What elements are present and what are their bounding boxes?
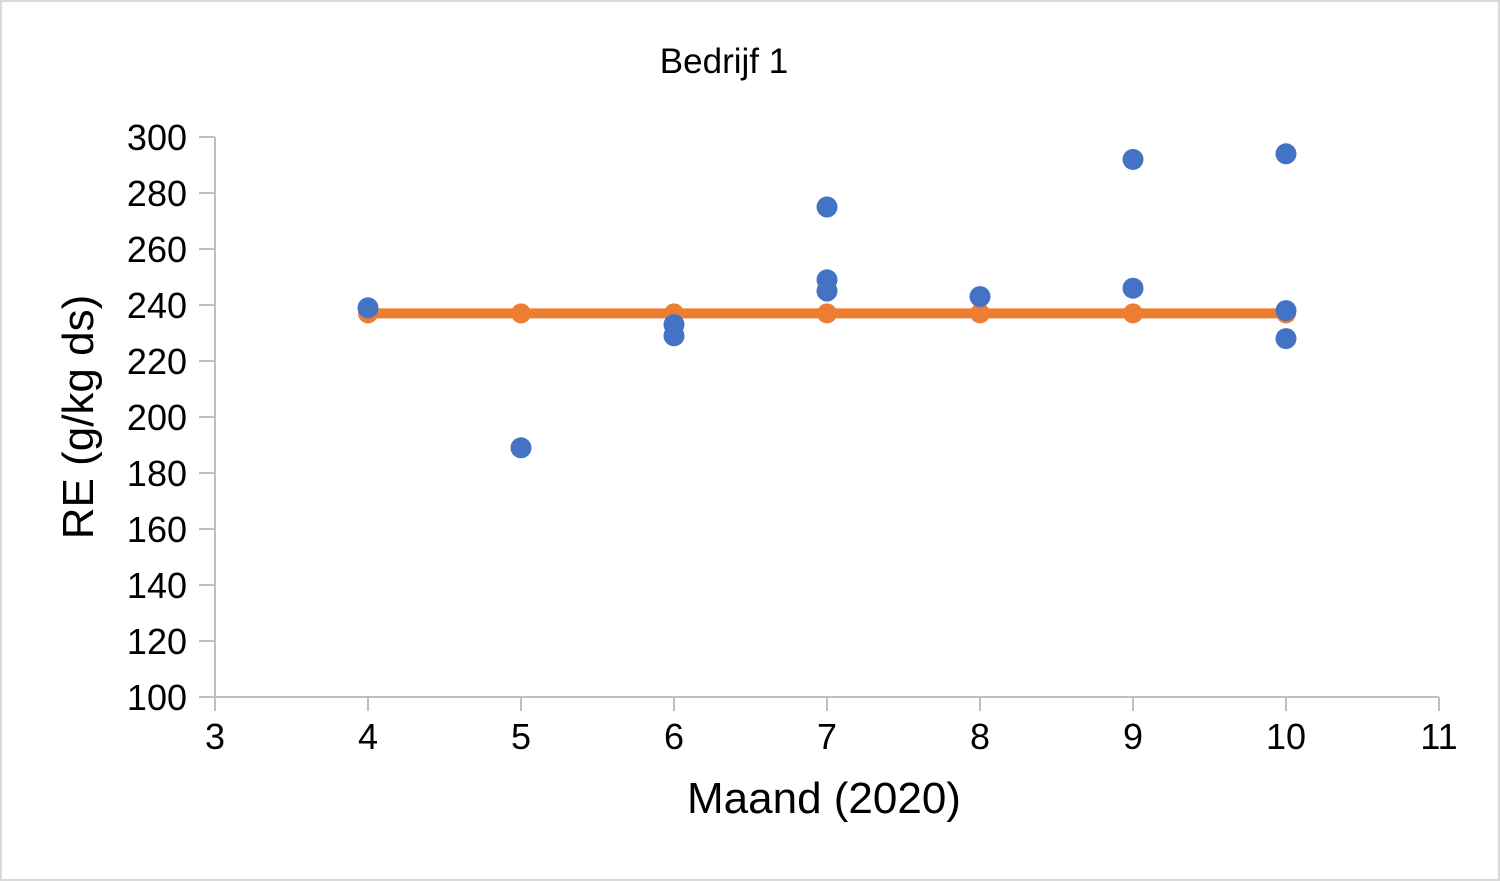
y-tick-label: 160 (127, 509, 187, 550)
x-tick-label: 5 (511, 716, 531, 757)
data-point (816, 196, 838, 218)
y-tick-label: 300 (127, 117, 187, 158)
data-point (969, 286, 991, 308)
data-point (663, 325, 685, 347)
y-tick-label: 140 (127, 565, 187, 606)
data-point (510, 437, 532, 459)
data-point (1275, 143, 1297, 165)
x-tick-label: 6 (664, 716, 684, 757)
y-tick-label: 220 (127, 341, 187, 382)
data-point (1275, 328, 1297, 350)
y-tick-label: 180 (127, 453, 187, 494)
x-tick-label: 7 (817, 716, 837, 757)
y-tick-label: 200 (127, 397, 187, 438)
chart-title: Bedrijf 1 (659, 42, 789, 81)
reference-line-marker (1123, 303, 1143, 324)
x-tick-label: 4 (358, 716, 378, 757)
data-point (1122, 148, 1144, 170)
y-tick-label: 100 (127, 677, 187, 718)
x-tick-label: 10 (1266, 716, 1306, 757)
y-tick-label: 260 (127, 229, 187, 270)
y-tick-label: 120 (127, 621, 187, 662)
reference-line-marker (511, 303, 531, 324)
data-point (357, 297, 379, 319)
y-tick-label: 280 (127, 173, 187, 214)
x-tick-label: 3 (205, 716, 225, 757)
reference-line-marker (817, 303, 837, 324)
data-point (816, 280, 838, 302)
x-axis-title: Maand (2020) (687, 774, 961, 823)
data-point (1122, 277, 1144, 299)
x-tick-label: 11 (1420, 716, 1457, 757)
x-tick-label: 9 (1123, 716, 1143, 757)
data-point (1275, 300, 1297, 322)
reference-line-marker (970, 303, 990, 324)
y-tick-label: 240 (127, 285, 187, 326)
x-tick-label: 8 (970, 716, 990, 757)
